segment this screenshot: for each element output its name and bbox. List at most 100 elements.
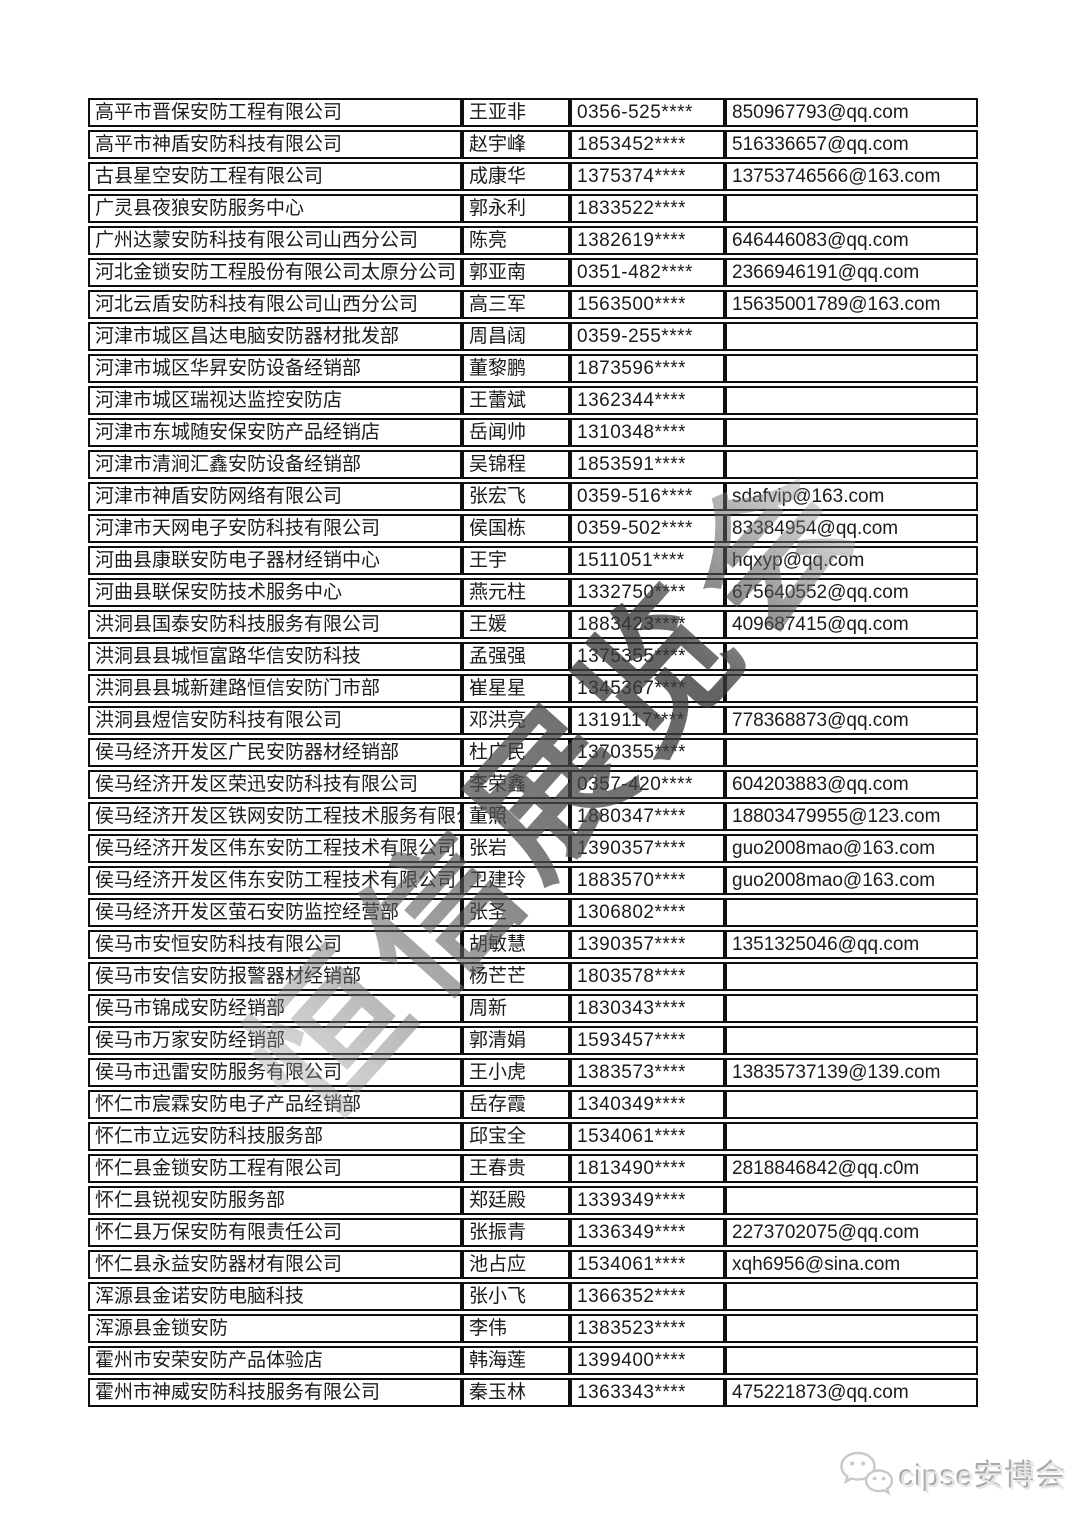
cell-email: 13835737139@139.com	[725, 1058, 978, 1087]
cell-company: 怀仁县永益安防器材有限公司	[88, 1250, 462, 1279]
cell-contact: 燕元柱	[462, 578, 570, 607]
cell-phone: 1306802****	[570, 898, 725, 927]
cell-company: 广州达蒙安防科技有限公司山西分公司	[88, 226, 462, 255]
cell-email: hqxyp@qq.com	[725, 546, 978, 575]
cell-phone: 1853452****	[570, 130, 725, 159]
cell-company: 河津市城区华昇安防设备经销部	[88, 354, 462, 383]
cell-email: 1351325046@qq.com	[725, 930, 978, 959]
table-row: 河曲县联保安防技术服务中心 燕元柱 1332750**** 675640552@qq.…	[88, 578, 978, 607]
table-row: 河津市清涧汇鑫安防设备经销部 吴锦程 1853591****	[88, 450, 978, 479]
table-row: 河北云盾安防科技有限公司山西分公司 高三军 1563500**** 156350017…	[88, 290, 978, 319]
cell-contact: 陈亮	[462, 226, 570, 255]
cell-email: guo2008mao@163.com	[725, 834, 978, 863]
table-row: 怀仁县永益安防器材有限公司 池占应 1534061**** xqh6956@sina.…	[88, 1250, 978, 1279]
table-row: 河津市神盾安防网络有限公司 张宏飞 0359-516**** sdafvip@163.…	[88, 482, 978, 511]
cell-phone: 0357-420****	[570, 770, 725, 799]
cell-contact: 王亚非	[462, 98, 570, 127]
cell-contact: 郭清娟	[462, 1026, 570, 1055]
cell-contact: 张圣	[462, 898, 570, 927]
cell-phone: 1340349****	[570, 1090, 725, 1119]
cell-phone: 0359-516****	[570, 482, 725, 511]
table-row: 洪洞县县城新建路恒信安防门市部 崔星星 1345367****	[88, 674, 978, 703]
cell-email: 778368873@qq.com	[725, 706, 978, 735]
cell-company: 洪洞县县城恒富路华信安防科技	[88, 642, 462, 671]
cell-company: 高平市晋保安防工程有限公司	[88, 98, 462, 127]
cell-email: 18803479955@123.com	[725, 802, 978, 831]
cell-phone: 1375355****	[570, 642, 725, 671]
table-row: 怀仁县金锁安防工程有限公司 王春贵 1813490**** 2818846842@qq…	[88, 1154, 978, 1183]
cell-contact: 郭永利	[462, 194, 570, 223]
cell-phone: 1813490****	[570, 1154, 725, 1183]
cell-contact: 秦玉林	[462, 1378, 570, 1407]
cell-email: 15635001789@163.com	[725, 290, 978, 319]
table-row: 洪洞县煜信安防科技有限公司 邓洪亮 1319117**** 778368873@qq.…	[88, 706, 978, 735]
table-row: 广州达蒙安防科技有限公司山西分公司 陈亮 1382619**** 646446083@…	[88, 226, 978, 255]
cell-contact: 郑廷殿	[462, 1186, 570, 1215]
cell-company: 浑源县金锁安防	[88, 1314, 462, 1343]
table-row: 河津市东城随安保安防产品经销店 岳闻帅 1310348****	[88, 418, 978, 447]
cell-phone: 1534061****	[570, 1250, 725, 1279]
cell-phone: 1880347****	[570, 802, 725, 831]
cell-company: 洪洞县煜信安防科技有限公司	[88, 706, 462, 735]
cell-phone: 1593457****	[570, 1026, 725, 1055]
cell-company: 河津市清涧汇鑫安防设备经销部	[88, 450, 462, 479]
table-row: 浑源县金锁安防 李伟 1383523****	[88, 1314, 978, 1343]
table-row: 侯马市万家安防经销部 郭清娟 1593457****	[88, 1026, 978, 1055]
table-row: 洪洞县县城恒富路华信安防科技 孟强强 1375355****	[88, 642, 978, 671]
cell-company: 侯马经济开发区萤石安防监控经营部	[88, 898, 462, 927]
cell-contact: 张小飞	[462, 1282, 570, 1311]
table-body: 高平市晋保安防工程有限公司 王亚非 0356-525**** 850967793@qq…	[88, 98, 978, 1407]
table-row: 怀仁市宸霖安防电子产品经销部 岳存霞 1340349****	[88, 1090, 978, 1119]
cell-phone: 1399400****	[570, 1346, 725, 1375]
cell-email	[725, 450, 978, 479]
cell-phone: 0356-525****	[570, 98, 725, 127]
table-row: 河津市城区瑞视达监控安防店 王蕾斌 1362344****	[88, 386, 978, 415]
cell-email: guo2008mao@163.com	[725, 866, 978, 895]
cell-email	[725, 994, 978, 1023]
cell-contact: 崔星星	[462, 674, 570, 703]
cell-phone: 1511051****	[570, 546, 725, 575]
cell-company: 洪洞县国泰安防科技服务有限公司	[88, 610, 462, 639]
cell-email	[725, 1122, 978, 1151]
cell-contact: 侯国栋	[462, 514, 570, 543]
cell-company: 洪洞县县城新建路恒信安防门市部	[88, 674, 462, 703]
cell-phone: 1382619****	[570, 226, 725, 255]
cell-company: 河北云盾安防科技有限公司山西分公司	[88, 290, 462, 319]
table-row: 侯马经济开发区萤石安防监控经营部 张圣 1306802****	[88, 898, 978, 927]
cell-email: 516336657@qq.com	[725, 130, 978, 159]
cell-email	[725, 898, 978, 927]
table-row: 侯马经济开发区荣迅安防科技有限公司 李荣鑫 0357-420**** 60420388…	[88, 770, 978, 799]
cell-phone: 1366352****	[570, 1282, 725, 1311]
cell-company: 侯马经济开发区荣迅安防科技有限公司	[88, 770, 462, 799]
cell-email	[725, 1186, 978, 1215]
table-row: 河津市城区华昇安防设备经销部 董黎鹏 1873596****	[88, 354, 978, 383]
cell-phone: 1873596****	[570, 354, 725, 383]
cell-company: 侯马市万家安防经销部	[88, 1026, 462, 1055]
cell-contact: 张振青	[462, 1218, 570, 1247]
cell-contact: 杜广民	[462, 738, 570, 767]
cell-email: 646446083@qq.com	[725, 226, 978, 255]
contact-table-wrap: 高平市晋保安防工程有限公司 王亚非 0356-525**** 850967793@qq…	[88, 95, 978, 1410]
cell-email: sdafvip@163.com	[725, 482, 978, 511]
cell-phone: 1310348****	[570, 418, 725, 447]
cell-phone: 0359-502****	[570, 514, 725, 543]
cell-contact: 成康华	[462, 162, 570, 191]
cell-email: 475221873@qq.com	[725, 1378, 978, 1407]
cell-company: 怀仁市宸霖安防电子产品经销部	[88, 1090, 462, 1119]
cell-phone: 1803578****	[570, 962, 725, 991]
cell-company: 霍州市神威安防科技服务有限公司	[88, 1378, 462, 1407]
cell-company: 河津市城区瑞视达监控安防店	[88, 386, 462, 415]
cell-contact: 吴锦程	[462, 450, 570, 479]
cell-phone: 1390357****	[570, 834, 725, 863]
cell-company: 河津市东城随安保安防产品经销店	[88, 418, 462, 447]
cell-contact: 赵宇峰	[462, 130, 570, 159]
cell-phone: 1883423****	[570, 610, 725, 639]
wechat-icon	[839, 1450, 894, 1498]
table-row: 霍州市安荣安防产品体验店 韩海莲 1399400****	[88, 1346, 978, 1375]
cell-phone: 1319117****	[570, 706, 725, 735]
table-row: 侯马市安信安防报警器材经销部 杨芒芒 1803578****	[88, 962, 978, 991]
cell-email	[725, 1090, 978, 1119]
cell-contact: 董黎鹏	[462, 354, 570, 383]
table-row: 河津市天网电子安防科技有限公司 侯国栋 0359-502**** 83384954@q…	[88, 514, 978, 543]
